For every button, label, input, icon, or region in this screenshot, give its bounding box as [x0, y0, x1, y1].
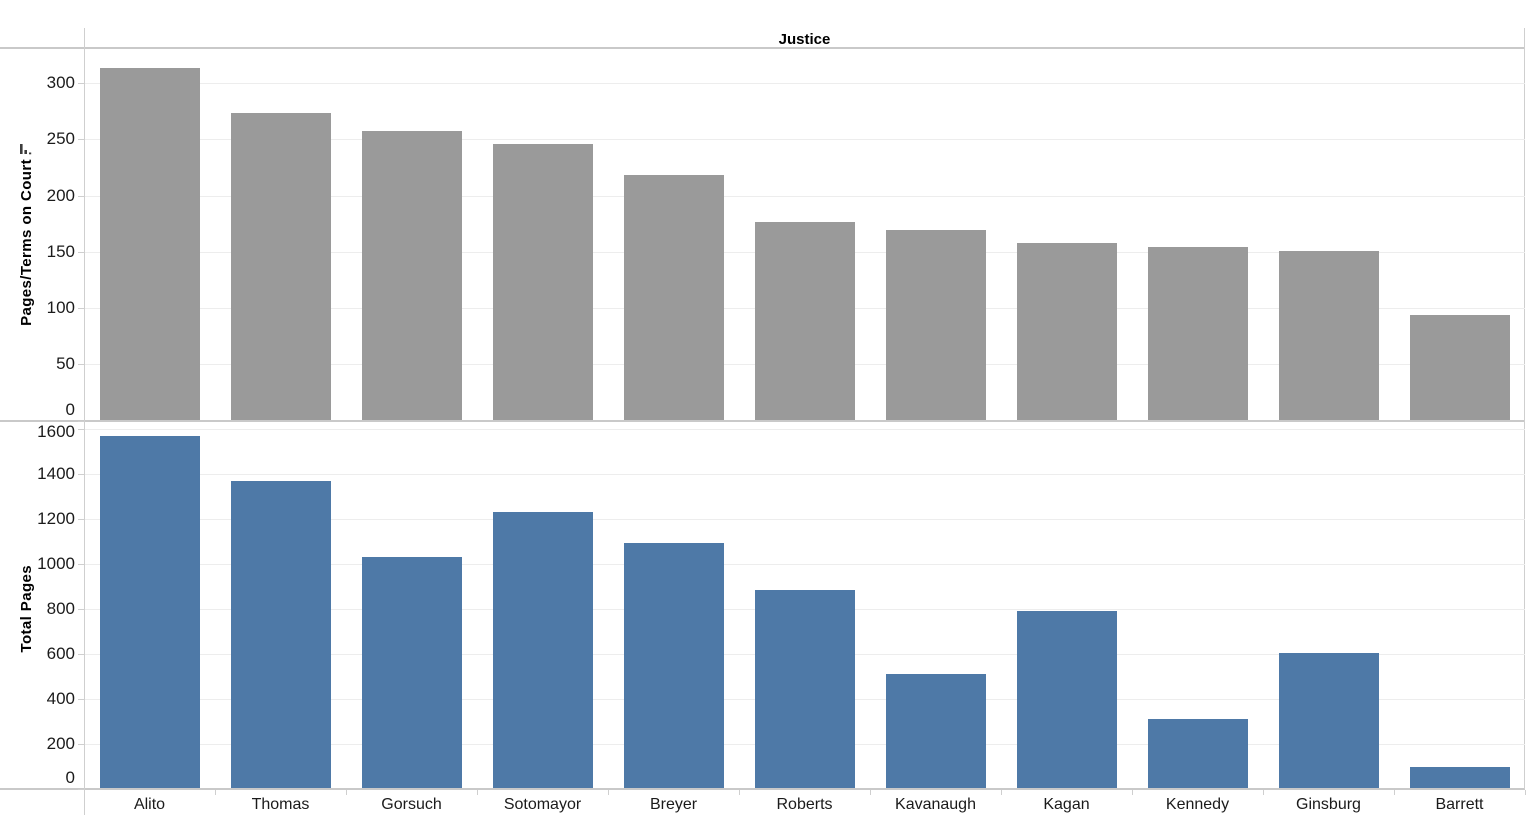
gridline: [85, 195, 1525, 197]
bar-roberts[interactable]: [754, 590, 855, 788]
y-tick-label: 800: [46, 598, 75, 618]
y-axis-line: [84, 28, 85, 815]
x-tick-label[interactable]: Kennedy: [1165, 796, 1230, 813]
x-tick-label[interactable]: Roberts: [776, 796, 833, 813]
y-tick-label: 1000: [37, 553, 75, 573]
gridline: [85, 139, 1525, 141]
y-tick-label: 1400: [37, 463, 75, 483]
category-separator-tick: [215, 790, 216, 795]
y-tick-label: 0: [65, 768, 75, 787]
y-tick-label: 1200: [37, 508, 75, 528]
x-tick-label[interactable]: Thomas: [251, 796, 310, 813]
y-tick-mark: [78, 139, 84, 141]
category-separator-tick: [84, 790, 85, 795]
y-tick-mark: [78, 308, 84, 309]
bar-roberts[interactable]: [754, 222, 855, 420]
bar-kagan[interactable]: [1016, 611, 1117, 788]
bar-gorsuch[interactable]: [361, 130, 462, 420]
bar-barrett[interactable]: [1409, 315, 1510, 420]
category-separator-tick: [1263, 790, 1264, 795]
bar-breyer[interactable]: [623, 174, 724, 421]
x-tick-label[interactable]: Alito: [133, 796, 166, 813]
bar-kavanaugh[interactable]: [885, 673, 986, 788]
y-tick-mark: [78, 563, 84, 565]
bar-gorsuch[interactable]: [361, 556, 462, 788]
x-axis-line: [0, 788, 1525, 790]
header-divider-line: [0, 47, 1525, 49]
gridline: [85, 563, 1525, 565]
bar-sotomayor[interactable]: [492, 512, 593, 788]
bar-kennedy[interactable]: [1147, 718, 1248, 788]
category-separator-tick: [1132, 790, 1133, 795]
y-tick-mark: [78, 428, 84, 430]
x-tick-label[interactable]: Kagan: [1043, 796, 1090, 813]
y-tick-mark: [78, 518, 84, 520]
y-tick-mark: [78, 743, 84, 745]
x-tick-label[interactable]: Breyer: [649, 796, 698, 813]
bar-kavanaugh[interactable]: [885, 229, 986, 420]
y-tick-mark: [78, 608, 84, 610]
category-separator-tick: [1525, 790, 1526, 795]
category-separator-tick: [870, 790, 871, 795]
x-tick-label[interactable]: Gorsuch: [381, 796, 442, 813]
category-separator-tick: [1001, 790, 1002, 795]
bar-kennedy[interactable]: [1147, 246, 1248, 421]
y-tick-label: 200: [46, 733, 75, 753]
y-tick-label: 1600: [37, 422, 75, 441]
category-separator-tick: [608, 790, 609, 795]
bar-ginsburg[interactable]: [1278, 251, 1379, 421]
y-axis-title-top: Pages/Terms on Court: [11, 48, 41, 421]
y-tick-label: 200: [46, 185, 75, 205]
y-tick-label: 600: [46, 643, 75, 663]
gridline: [85, 473, 1525, 475]
y-tick-label: 100: [46, 298, 75, 317]
sort-descending-icon[interactable]: [20, 143, 32, 156]
right-border-line: [1524, 28, 1525, 789]
y-tick-mark: [78, 195, 84, 197]
bar-sotomayor[interactable]: [492, 144, 593, 420]
x-tick-label[interactable]: Sotomayor: [503, 796, 582, 813]
y-tick-label: 250: [46, 129, 75, 149]
y-tick-mark: [78, 364, 84, 366]
bar-breyer[interactable]: [623, 542, 724, 789]
bar-thomas[interactable]: [230, 112, 331, 420]
y-tick-mark: [78, 420, 84, 422]
category-separator-tick: [346, 790, 347, 795]
category-separator-tick: [1394, 790, 1395, 795]
y-tick-mark: [78, 473, 84, 475]
y-tick-mark: [78, 653, 84, 655]
gridline: [85, 428, 1525, 430]
y-tick-mark: [78, 83, 84, 84]
y-tick-mark: [78, 788, 84, 790]
bar-alito[interactable]: [99, 67, 200, 420]
category-separator-tick: [739, 790, 740, 795]
bar-barrett[interactable]: [1409, 767, 1510, 788]
x-tick-label[interactable]: Barrett: [1435, 796, 1484, 813]
gridline: [85, 518, 1525, 520]
bar-kagan[interactable]: [1016, 243, 1117, 420]
y-tick-label: 400: [46, 688, 75, 708]
y-tick-mark: [78, 698, 84, 700]
bar-thomas[interactable]: [230, 480, 331, 788]
y-tick-mark: [78, 251, 84, 253]
y-tick-label: 50: [56, 354, 75, 374]
x-tick-label[interactable]: Kavanaugh: [895, 796, 976, 813]
column-header-title: Justice: [778, 31, 831, 48]
y-tick-label: 150: [46, 241, 75, 261]
pane-divider-line: [0, 420, 1525, 422]
bar-alito[interactable]: [99, 435, 200, 788]
gridline: [85, 83, 1525, 84]
bar-ginsburg[interactable]: [1278, 653, 1379, 788]
category-separator-tick: [477, 790, 478, 795]
x-tick-label[interactable]: Ginsburg: [1296, 796, 1361, 813]
y-tick-label: 0: [65, 400, 75, 419]
y-tick-label: 300: [46, 73, 75, 92]
